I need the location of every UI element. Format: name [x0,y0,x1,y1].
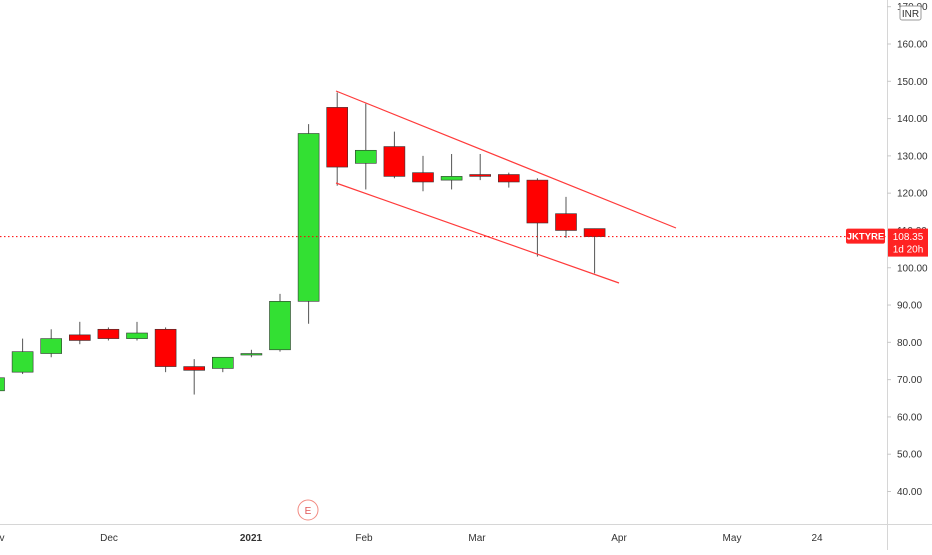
candle-up [126,332,148,339]
candle-down [97,328,120,339]
price-tick-label: 50.00 [897,450,922,461]
last-price-bg [888,228,928,257]
symbol-name: JKTYRE [847,232,884,243]
channel-lower-line [335,182,620,284]
candle-down [497,174,520,183]
candle-down [555,213,577,231]
candle-up [212,356,234,369]
candle-down [69,334,91,341]
candle-down [412,172,434,183]
price-tick-label: 70.00 [897,375,922,386]
candle-down [154,328,177,367]
candle-down [326,107,349,168]
candle-up [240,353,263,356]
candles-group [0,92,606,395]
candle-up [40,338,63,354]
symbol-label-bg [846,228,885,244]
price-tick-label: 140.00 [897,114,928,125]
price-tick-label: 130.00 [897,151,928,162]
currency-badge-box [899,5,922,21]
candle-up [440,176,463,181]
price-tick-label: 40.00 [897,487,922,498]
bar-countdown: 1d 20h [893,245,924,256]
time-tick-label: v [0,533,5,544]
time-tick-label: Apr [611,533,627,544]
channel-upper-line [335,90,677,229]
price-tick-label: 160.00 [897,40,928,51]
candle-up [11,351,34,373]
candle-down [469,174,492,177]
price-tick-label: 100.00 [897,263,928,274]
price-tick-label: 80.00 [897,338,922,349]
candle-up [354,149,377,164]
candle-up [0,377,5,392]
candle-down [383,146,406,177]
earnings-marker-label: E [305,506,312,517]
time-tick-label: May [723,533,742,544]
earnings-marker[interactable]: E [297,499,319,521]
time-tick-label: 24 [811,533,823,544]
candle-down [183,366,205,371]
price-tick-label: 90.00 [897,301,922,312]
last-price-value: 108.35 [893,232,924,243]
price-tick-label: 60.00 [897,412,922,423]
candle-up [297,133,320,302]
time-tick-label: Feb [355,533,373,544]
symbol-label: JKTYRE [846,228,885,244]
candle-up [269,301,291,351]
price-tick-label: 150.00 [897,77,928,88]
time-tick-label: Dec [100,533,118,544]
currency-label: INR [902,9,919,20]
candle-down [526,179,549,224]
earnings-marker-circle [297,499,319,521]
last-price-label: 108.35 1d 20h [888,228,928,257]
time-tick-label: Mar [468,533,486,544]
time-tick-label: 2021 [240,533,263,544]
price-tick-label: 120.00 [897,189,928,200]
candle-down [583,228,606,237]
currency-badge: INR [899,5,922,21]
